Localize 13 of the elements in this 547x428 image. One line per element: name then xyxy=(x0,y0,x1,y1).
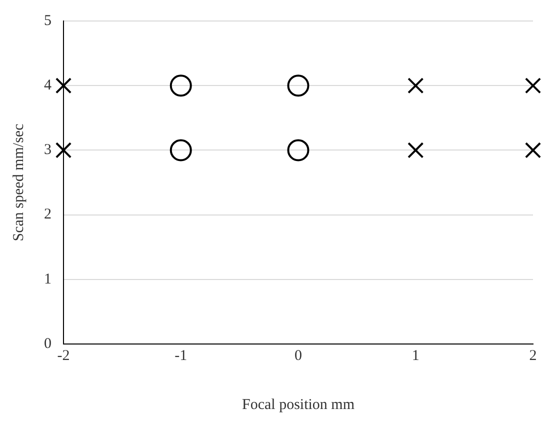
y-tick-label: 0 xyxy=(44,336,52,352)
x-axis-title: Focal position mm xyxy=(242,396,355,413)
y-tick-label: 4 xyxy=(44,78,52,94)
y-tick-label: 3 xyxy=(44,142,52,158)
y-tick-label: 1 xyxy=(44,271,52,288)
x-tick-label: -1 xyxy=(174,348,188,364)
x-tick-label: 2 xyxy=(529,348,537,364)
y-tick-label: 2 xyxy=(44,206,52,223)
x-tick-label: -2 xyxy=(57,348,70,364)
y-tick-label: 5 xyxy=(44,12,52,29)
x-tick-label: 0 xyxy=(294,348,302,364)
y-axis-title: Scan speed mm/sec xyxy=(10,123,27,242)
x-tick-label: 1 xyxy=(412,348,420,364)
